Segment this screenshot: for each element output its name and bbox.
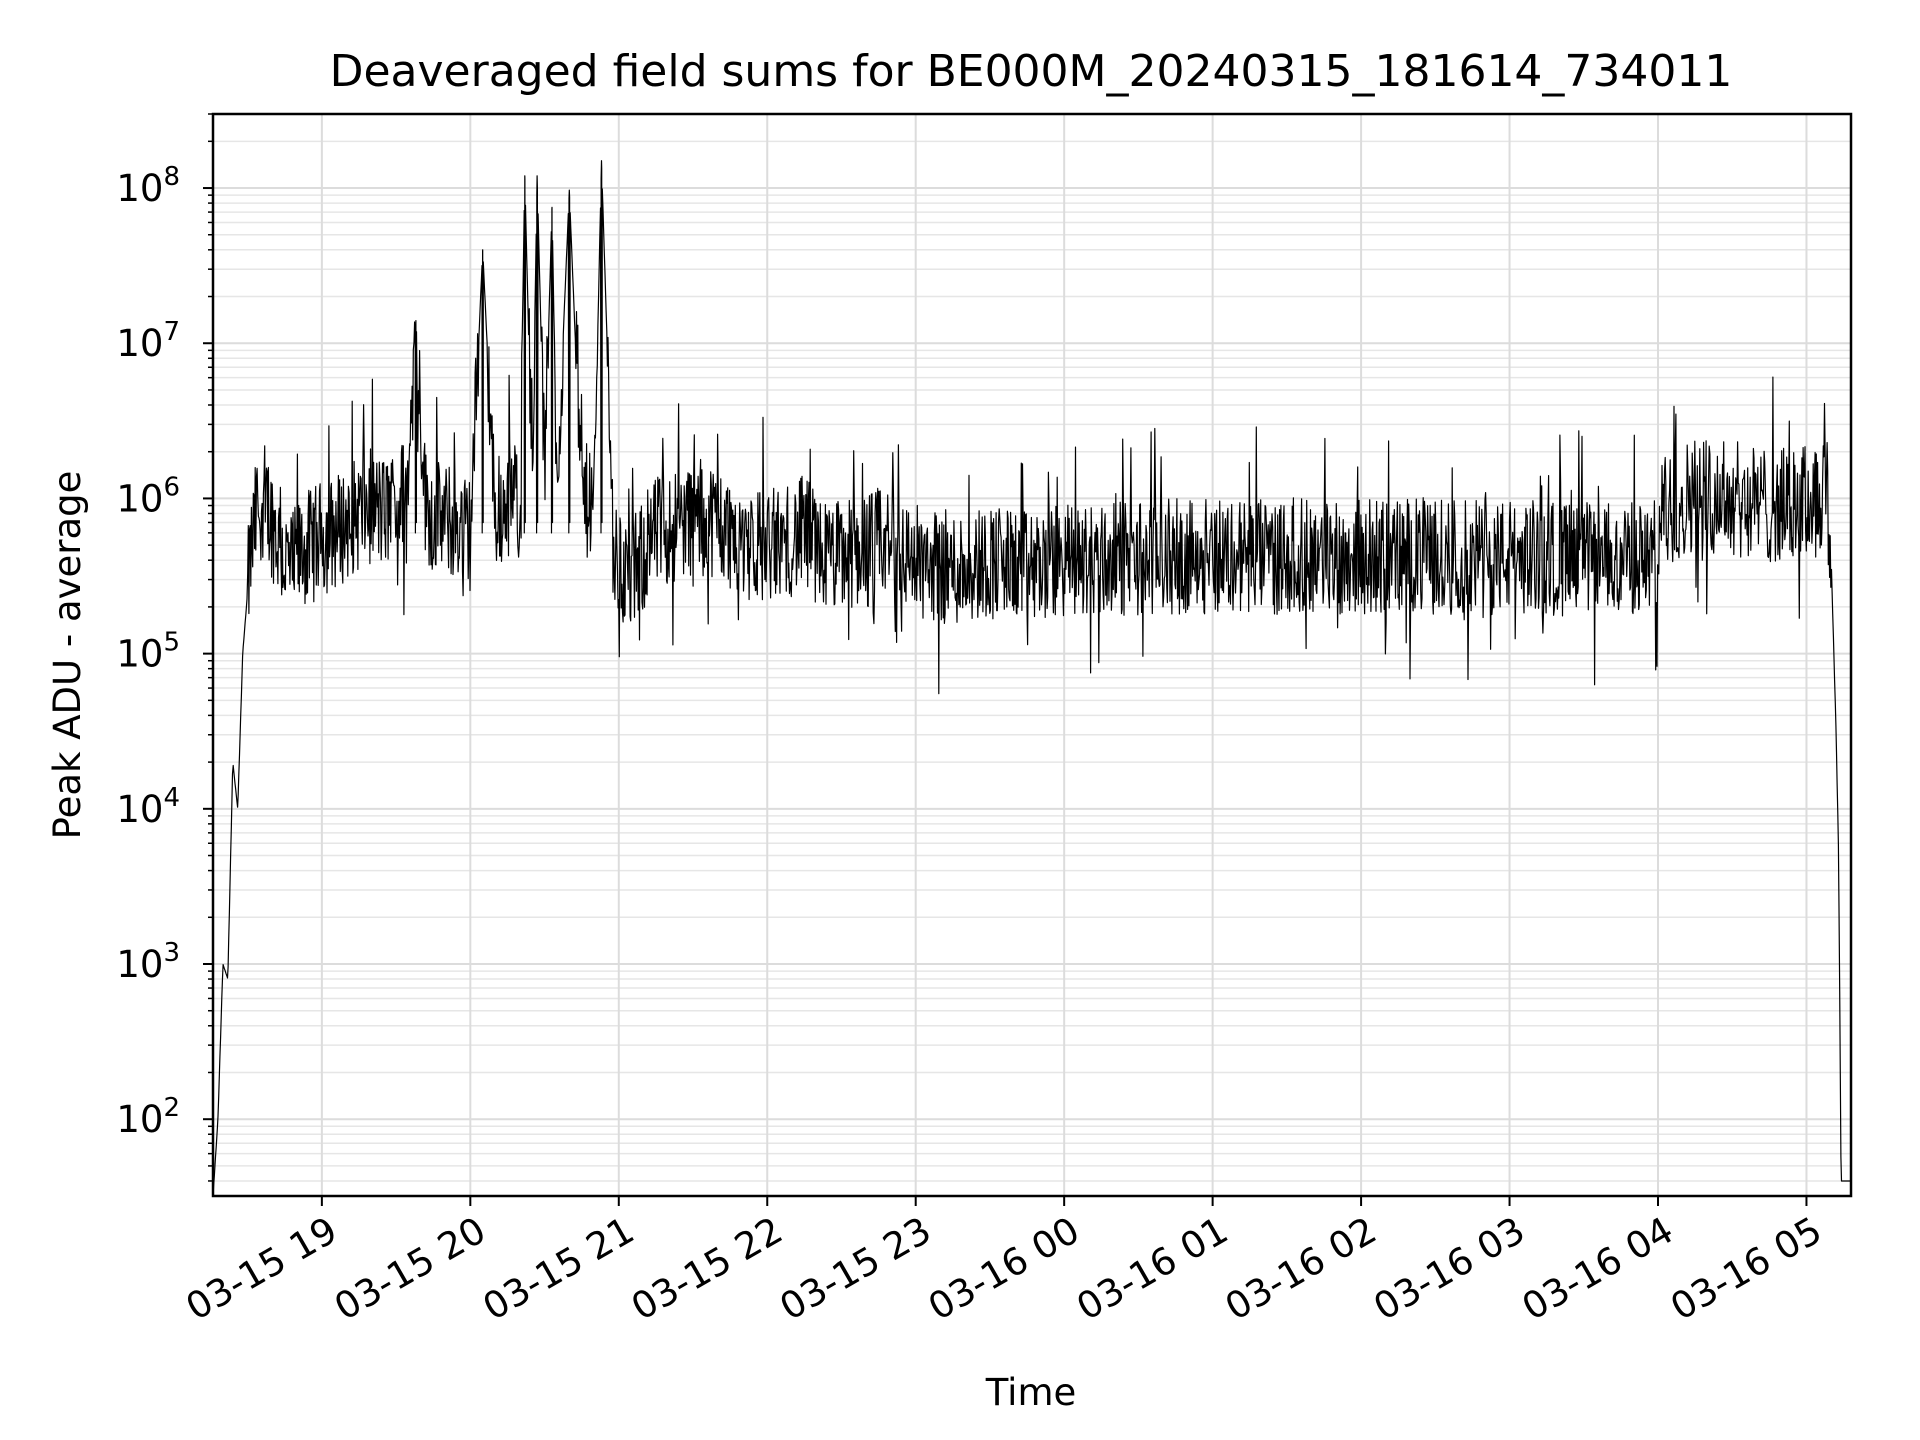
y-tick-label: 102: [116, 1093, 180, 1141]
y-tick-label-exponent: 2: [163, 1093, 180, 1123]
y-tick-label-exponent: 6: [163, 472, 180, 502]
series-line-group: [213, 160, 1851, 1196]
y-axis-label: Peak ADU - average: [46, 471, 89, 840]
y-tick-label-exponent: 5: [163, 628, 180, 658]
y-tick-label-base: 10: [116, 322, 163, 365]
y-tick-label: 104: [116, 783, 180, 831]
chart-title: Deaveraged field sums for BE000M_2024031…: [330, 46, 1733, 97]
y-tick-label-base: 10: [116, 633, 163, 676]
y-tick-label: 106: [116, 472, 180, 520]
y-tick-label: 105: [116, 628, 180, 676]
y-tick-label: 103: [116, 938, 180, 986]
plot-frame: [211, 112, 1853, 1198]
y-tick-label-exponent: 7: [163, 317, 180, 347]
y-tick-label-base: 10: [116, 477, 163, 520]
y-tick-label-base: 10: [116, 167, 163, 210]
y-tick-label-base: 10: [116, 788, 163, 831]
x-axis-label: Time: [985, 1371, 1077, 1414]
y-tick-label-exponent: 3: [163, 938, 180, 968]
y-tick-label-exponent: 4: [163, 783, 180, 813]
y-tick-label: 108: [116, 162, 180, 210]
y-tick-label-base: 10: [116, 1098, 163, 1141]
y-tick-label-exponent: 8: [163, 162, 180, 192]
series-line: [213, 160, 1851, 1196]
y-tick-label-base: 10: [116, 943, 163, 986]
y-tick-label: 107: [116, 317, 180, 365]
